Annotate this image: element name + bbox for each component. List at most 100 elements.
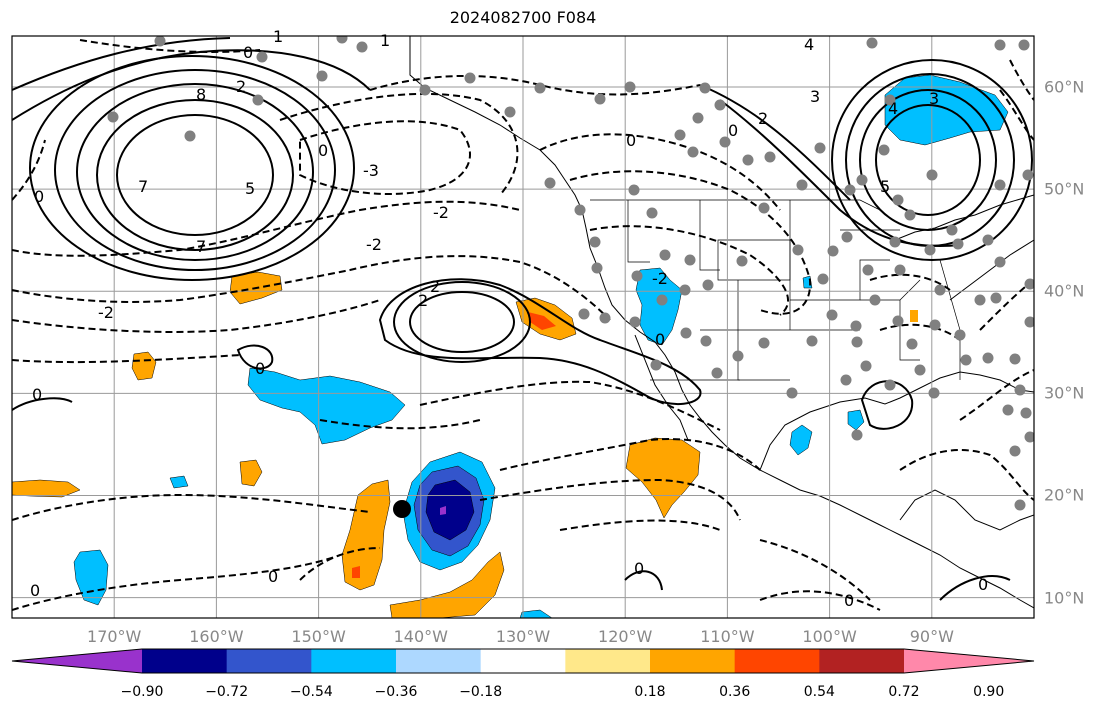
station-dot [827, 245, 839, 257]
station-dot [1009, 353, 1021, 365]
station-dot [736, 255, 748, 267]
colorbar-bin [226, 649, 312, 673]
station-dot [929, 319, 941, 331]
contour-label: 5 [880, 177, 890, 196]
station-dot [869, 294, 881, 306]
lon-tick-label: 120°W [598, 627, 653, 646]
station-dot [714, 99, 726, 111]
positive-anomaly-patch [239, 459, 263, 487]
contour-label: 0 [626, 131, 636, 150]
station-dot [924, 244, 936, 256]
station-dot [960, 354, 972, 366]
station-dot [702, 279, 714, 291]
station-dot [1024, 316, 1034, 328]
contour-label: -2 [98, 303, 114, 322]
colorbar [11, 648, 1035, 674]
contour-label: 0 [318, 141, 328, 160]
station-dot [594, 93, 606, 105]
station-dot [419, 84, 431, 96]
station-dot [631, 270, 643, 282]
colorbar-tick-label: −0.90 [120, 684, 164, 700]
contour-label: 7 [138, 177, 148, 196]
contour-label: 2 [758, 109, 768, 128]
station-dot [866, 37, 878, 49]
colorbar-tick-label: 0.90 [973, 684, 1005, 700]
station-dot [624, 81, 636, 93]
station-dot [679, 284, 691, 296]
contour-label: 1 [380, 31, 390, 50]
station-dot [906, 338, 918, 350]
station-dot [1020, 407, 1032, 419]
station-dot [952, 238, 964, 250]
station-dot [850, 320, 862, 332]
colorbar-bin [311, 649, 397, 673]
contour-label: -2 [652, 269, 668, 288]
station-dot [904, 209, 916, 221]
station-dot [851, 429, 863, 441]
colorbar-bin [142, 649, 228, 673]
station-dot [990, 292, 1002, 304]
contour-label: 0 [30, 581, 40, 600]
lat-tick-label: 60°N [1044, 77, 1085, 97]
station-dot [674, 129, 686, 141]
station-dot [742, 154, 754, 166]
lat-tick-label: 20°N [1044, 485, 1085, 505]
station-dot [464, 72, 476, 84]
colorbar-outline [11, 648, 1035, 674]
station-dot [884, 94, 896, 106]
lat-tick-label: 50°N [1044, 179, 1085, 199]
station-dot [544, 177, 556, 189]
station-dot [591, 262, 603, 274]
station-dot [786, 387, 798, 399]
contour-label: 7 [196, 237, 206, 256]
contour-label: 4 [888, 99, 898, 118]
station-dot [650, 359, 662, 371]
contour-label: 0 [268, 567, 278, 586]
station-dot [154, 36, 166, 47]
station-dot [792, 244, 804, 256]
station-dot [758, 202, 770, 214]
station-dot [982, 234, 994, 246]
station-dot [684, 254, 696, 266]
station-dot [252, 94, 264, 106]
station-dot [862, 264, 874, 276]
contour-label: 0 [34, 187, 44, 206]
station-dot [504, 106, 516, 118]
colorbar-tick-label: 0.54 [803, 684, 835, 700]
station-dot [851, 336, 863, 348]
station-dot [256, 51, 268, 63]
station-dot [1022, 169, 1034, 181]
station-dot [1014, 384, 1026, 396]
contour-label: 0 [728, 121, 738, 140]
station-dot [796, 179, 808, 191]
station-dot [889, 236, 901, 248]
negative-anomaly-patch [247, 367, 406, 445]
station-markers [107, 36, 1034, 511]
contour-label: -3 [363, 161, 379, 180]
station-dot [1024, 431, 1034, 443]
station-dot [994, 179, 1006, 191]
negative-anomaly-patch [169, 475, 189, 489]
station-dot [316, 70, 328, 82]
station-dot [878, 144, 890, 156]
station-dot [982, 352, 994, 364]
station-dot [574, 204, 586, 216]
lat-tick-label: 30°N [1044, 383, 1085, 403]
contour-label: 0 [655, 330, 665, 349]
station-dot [732, 350, 744, 362]
station-dot [628, 184, 640, 196]
station-dot [534, 82, 546, 94]
station-dot [817, 273, 829, 285]
station-dot [758, 337, 770, 349]
colorbar-bin [565, 649, 651, 673]
lon-tick-label: 110°W [700, 627, 755, 646]
storm-center-marker [393, 500, 411, 518]
station-dot [692, 112, 704, 124]
station-dot [928, 387, 940, 399]
lat-tick-label: 40°N [1044, 281, 1085, 301]
contour-label: 4 [804, 35, 814, 54]
station-dot [1009, 445, 1021, 457]
station-dot [1002, 404, 1014, 416]
station-dot [892, 315, 904, 327]
